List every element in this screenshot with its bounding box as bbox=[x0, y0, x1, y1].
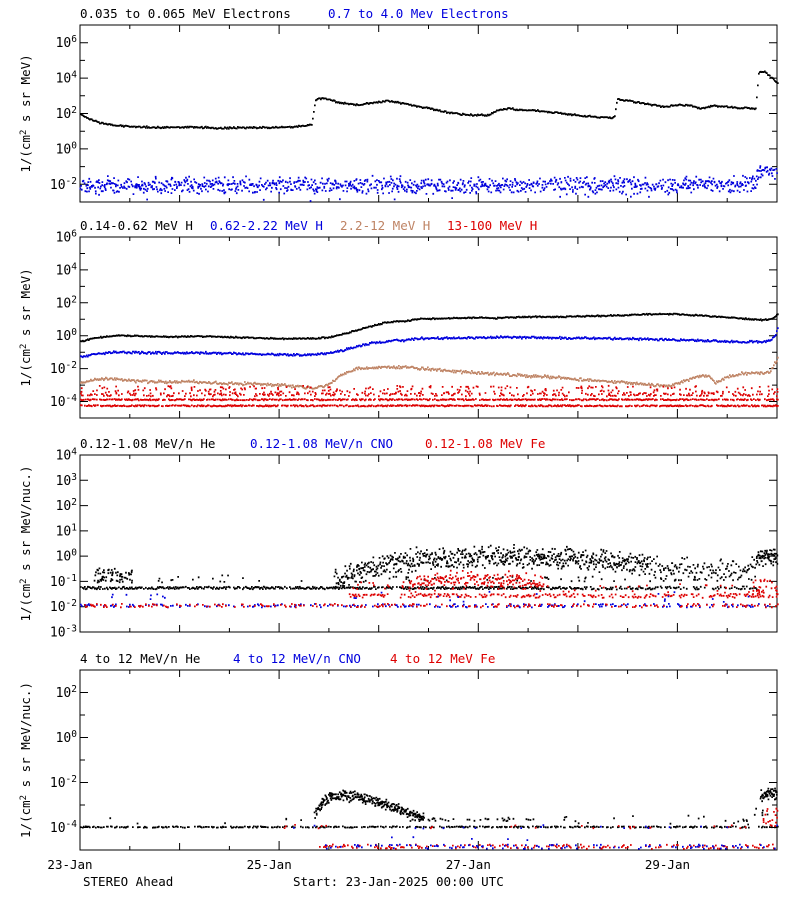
series-legend-label: 4 to 12 MeV/n CNO bbox=[233, 651, 361, 666]
y-tick-label: 10-2 bbox=[50, 774, 77, 791]
y-axis-label: 1/(cm2 s sr MeV/nuc.) bbox=[18, 466, 33, 622]
start-time-label: Start: 23-Jan-2025 00:00 UTC bbox=[293, 874, 504, 889]
y-tick-label: 10-2 bbox=[50, 360, 77, 377]
panel-protons: 106 104 102 100 10-2 10-4 0.14-0.62 MeV H 0.62-… bbox=[18, 218, 779, 419]
series-blue-noisyband bbox=[79, 165, 778, 202]
series-blue-curve bbox=[80, 327, 779, 359]
series-black-scatter bbox=[157, 574, 303, 584]
series-red-scatter bbox=[352, 581, 411, 590]
axis-ticks bbox=[80, 237, 777, 418]
series-black-band bbox=[80, 825, 779, 829]
series-black-cloud bbox=[333, 544, 649, 590]
series-black-curve bbox=[80, 312, 779, 343]
panel-high-energy-ions: 102 100 10-2 10-4 4 to 12 MeV/n He 4 to 12 Me… bbox=[18, 651, 779, 851]
y-tick-label: 100 bbox=[56, 548, 78, 565]
y-tick-label: 102 bbox=[56, 497, 77, 514]
y-tick-label: 10-4 bbox=[50, 819, 77, 836]
series-red-scatter bbox=[752, 578, 778, 595]
y-tick-label: 10-4 bbox=[50, 393, 77, 410]
series-red-band bbox=[80, 392, 778, 398]
x-tick-label: 25-Jan bbox=[247, 857, 292, 872]
series-red-band bbox=[84, 603, 779, 609]
series-black-scatter bbox=[563, 814, 749, 826]
y-tick-label: 10-3 bbox=[50, 624, 77, 641]
x-tick-label: 27-Jan bbox=[446, 857, 491, 872]
y-tick-label: 100 bbox=[56, 327, 78, 344]
series-legend-label: 0.62-2.22 MeV H bbox=[210, 218, 323, 233]
series-red-band bbox=[319, 843, 775, 850]
series-black-scatter bbox=[109, 817, 302, 825]
series-black-cloud bbox=[755, 548, 779, 567]
y-tick-label: 104 bbox=[56, 70, 78, 87]
series-black-cloud bbox=[759, 787, 778, 803]
y-tick-label: 103 bbox=[56, 472, 77, 489]
y-tick-label: 100 bbox=[56, 140, 78, 157]
series-legend-label: 0.12-1.08 MeV/n He bbox=[80, 436, 215, 451]
panel-low-energy-ions: 104 103 102 101 100 10-1 10-2 10-3 0.12-1.08 MeV… bbox=[18, 436, 779, 641]
y-axis-label: 1/(cm2 s sr MeV) bbox=[18, 268, 33, 386]
series-blue-band bbox=[325, 843, 776, 850]
series-legend-label: 4 to 12 MeV Fe bbox=[390, 651, 495, 666]
series-legend-label: 0.035 to 0.065 MeV Electrons bbox=[80, 6, 291, 21]
series-red-band bbox=[80, 398, 779, 402]
y-tick-label: 102 bbox=[56, 294, 77, 311]
y-tick-label: 104 bbox=[56, 447, 78, 464]
series-legend-label: 0.14-0.62 MeV H bbox=[80, 218, 193, 233]
series-red-scatter bbox=[80, 384, 779, 395]
series-black-cloud bbox=[313, 789, 425, 822]
series-blue-scatter bbox=[391, 836, 529, 841]
series-red-scatter bbox=[283, 824, 776, 830]
series-blue-scatter bbox=[111, 593, 166, 600]
series-legend-label: 13-100 MeV H bbox=[447, 218, 537, 233]
series-legend-label: 2.2-12 MeV H bbox=[340, 218, 430, 233]
y-tick-label: 101 bbox=[56, 522, 78, 539]
spacecraft-label: STEREO Ahead bbox=[83, 874, 173, 889]
y-tick-label: 10-1 bbox=[50, 573, 77, 590]
series-black-cloud bbox=[647, 555, 758, 581]
y-tick-label: 106 bbox=[56, 34, 78, 51]
y-axis-label: 1/(cm2 s sr MeV) bbox=[18, 54, 33, 172]
axis-ticks bbox=[80, 455, 777, 632]
series-black-band bbox=[409, 816, 535, 822]
series-black-scatter bbox=[93, 567, 133, 584]
x-tick-label: 29-Jan bbox=[645, 857, 690, 872]
series-legend-label: 0.12-1.08 MeV/n CNO bbox=[250, 436, 393, 451]
y-tick-label: 106 bbox=[56, 229, 78, 246]
series-tan-curve bbox=[80, 356, 779, 390]
series-red-cloud bbox=[408, 569, 545, 595]
x-tick-label: 23-Jan bbox=[47, 857, 92, 872]
series-red-band bbox=[80, 404, 779, 408]
series-red-band bbox=[348, 592, 779, 599]
y-tick-label: 102 bbox=[56, 105, 77, 122]
series-red-scatter bbox=[762, 807, 779, 827]
series-blue-scatter bbox=[293, 824, 778, 830]
series-legend-label: 0.7 to 4.0 Mev Electrons bbox=[328, 6, 509, 21]
y-tick-label: 102 bbox=[56, 684, 77, 701]
panel-electrons: 106 104 102 100 10-2 0.035 to 0.065 MeV Elect… bbox=[18, 6, 779, 203]
y-axis-label: 1/(cm2 s sr MeV/nuc.) bbox=[18, 682, 33, 838]
series-black-scatter bbox=[753, 807, 769, 817]
series-black-scatter bbox=[388, 575, 756, 583]
y-tick-label: 100 bbox=[56, 729, 78, 746]
series-red-scatter bbox=[546, 583, 750, 594]
series-legend-label: 0.12-1.08 MeV Fe bbox=[425, 436, 545, 451]
series-black-curve bbox=[80, 70, 779, 130]
y-tick-label: 104 bbox=[56, 261, 78, 278]
y-tick-label: 10-2 bbox=[50, 176, 77, 193]
y-tick-label: 10-2 bbox=[50, 598, 77, 615]
series-blue-scatter bbox=[353, 590, 750, 603]
series-legend-label: 4 to 12 MeV/n He bbox=[80, 651, 200, 666]
series-black-band bbox=[80, 585, 579, 591]
